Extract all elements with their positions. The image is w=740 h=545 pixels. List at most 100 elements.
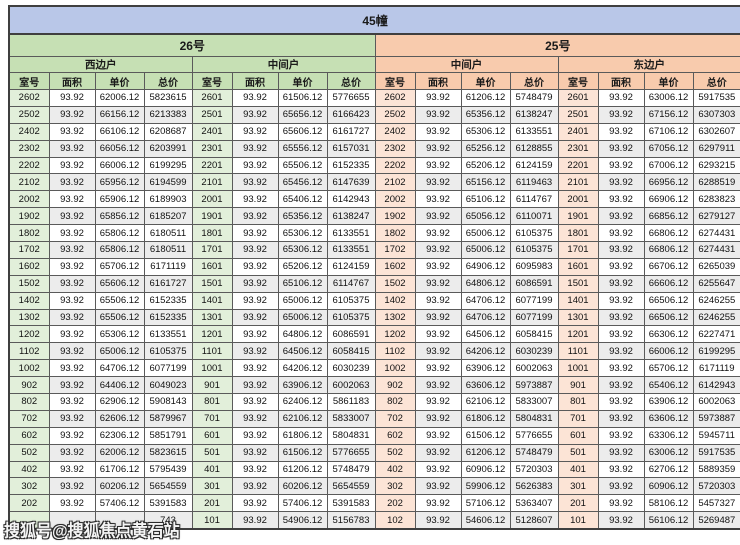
area-cell: 93.92 [231, 224, 279, 243]
unitprice-cell: 65806.12 [94, 224, 145, 243]
totalprice-cell: 6171119 [692, 359, 740, 378]
room-cell: 1301 [191, 308, 233, 327]
table-row: 1202 93.92 65306.12 6133551 1201 93.92 64806.1… [8, 325, 740, 344]
totalprice-cell: 6208687 [143, 122, 193, 141]
area-cell: 93.92 [597, 105, 645, 124]
area-cell: 93.92 [597, 443, 645, 462]
table-row: 302 93.92 60206.12 5654559 301 93.92 60206.12 5… [8, 477, 740, 496]
room-cell: 1502 [8, 274, 50, 293]
totalprice-cell: 6002063 [509, 359, 559, 378]
area-cell: 93.92 [597, 156, 645, 175]
unitprice-cell: 65006.12 [460, 224, 511, 243]
unitprice-cell: 61206.12 [277, 460, 328, 479]
totalprice-cell: 6114767 [509, 190, 559, 209]
totalprice-cell: 6002063 [326, 376, 376, 395]
room-cell: 502 [8, 443, 50, 462]
area-cell: 93.92 [231, 494, 279, 513]
area-cell: 93.92 [231, 173, 279, 192]
room-cell: 1702 [374, 241, 416, 259]
totalprice-cell: 6095983 [509, 257, 559, 276]
area-cell: 93.92 [414, 460, 462, 479]
room-cell: 1801 [191, 224, 233, 243]
table-row: 1502 93.92 65606.12 6161727 1501 93.92 65106.1… [8, 274, 740, 293]
room-cell: 1302 [8, 308, 50, 327]
totalprice-cell: 6142943 [692, 376, 740, 395]
area-cell: 93.92 [597, 308, 645, 327]
unitprice-cell: 65306.12 [460, 122, 511, 141]
room-cell: 502 [374, 443, 416, 462]
totalprice-cell: 6265039 [692, 257, 740, 276]
totalprice-cell: 6077199 [509, 308, 559, 327]
area-cell: 93.92 [414, 511, 462, 530]
area-cell: 93.92 [597, 511, 645, 530]
area-cell: 93.92 [414, 139, 462, 158]
col-unitprice: 单价 [460, 72, 511, 90]
unitprice-cell: 64806.12 [277, 325, 328, 344]
area-cell: 93.92 [597, 241, 645, 259]
room-cell: 101 [191, 511, 233, 530]
totalprice-cell: 6213383 [143, 105, 193, 124]
area-cell: 93.92 [414, 241, 462, 259]
room-cell: 1902 [374, 207, 416, 226]
totalprice-cell: 5269487 [692, 511, 740, 530]
area-cell: 93.92 [48, 477, 96, 496]
unitprice-cell: 54606.12 [460, 511, 511, 530]
price-table: 45幢 26号 25号 西边户 中间户 中间户 东边户 室号 面积 单价 总价 … [8, 5, 740, 531]
room-cell: 2201 [191, 156, 233, 175]
area-cell: 93.92 [597, 257, 645, 276]
totalprice-cell: 5879967 [143, 409, 193, 428]
room-cell: 401 [191, 460, 233, 479]
room-cell: 1302 [374, 308, 416, 327]
room-cell: 302 [374, 477, 416, 496]
totalprice-cell: 6002063 [692, 393, 740, 411]
unitprice-cell: 64906.12 [460, 257, 511, 276]
room-cell: 1501 [191, 274, 233, 293]
room-cell: 901 [557, 376, 599, 395]
room-cell: 1402 [374, 291, 416, 310]
col-unitprice: 单价 [643, 72, 694, 90]
area-cell: 93.92 [48, 460, 96, 479]
room-cell: 1402 [8, 291, 50, 310]
unitprice-cell: 66806.12 [643, 241, 694, 259]
totalprice-cell: 5776655 [326, 443, 376, 462]
col-room: 室号 [557, 72, 599, 90]
room-cell: 501 [191, 443, 233, 462]
unitprice-cell: 65356.12 [460, 105, 511, 124]
room-cell: 1102 [374, 342, 416, 361]
unitprice-cell: 57406.12 [94, 494, 145, 513]
totalprice-cell: 6138247 [509, 105, 559, 124]
col-area: 面积 [48, 72, 96, 90]
area-cell: 93.92 [414, 342, 462, 361]
area-cell: 93.92 [231, 190, 279, 209]
unitprice-cell: 64706.12 [94, 359, 145, 378]
area-cell: 93.92 [231, 122, 279, 141]
area-cell: 93.92 [48, 359, 96, 378]
area-cell: 93.92 [597, 122, 645, 141]
room-cell: 2202 [8, 156, 50, 175]
unitprice-cell: 65506.12 [277, 156, 328, 175]
room-cell: 2401 [191, 122, 233, 141]
area-cell: 93.92 [414, 376, 462, 395]
room-cell: 202 [374, 494, 416, 513]
totalprice-cell: 6246255 [692, 308, 740, 327]
building-25-header: 25号 [374, 33, 740, 57]
area-cell: 93.92 [597, 477, 645, 496]
area-cell: 93.92 [597, 460, 645, 479]
section-west-header: 西边户 [8, 56, 193, 73]
room-cell: 801 [557, 393, 599, 411]
unitprice-cell: 65106.12 [277, 274, 328, 293]
room-cell: 2501 [191, 105, 233, 124]
room-cell: 1001 [557, 359, 599, 378]
room-cell: 2302 [374, 139, 416, 158]
totalprice-cell: 5776655 [509, 426, 559, 445]
area-cell: 93.92 [231, 325, 279, 344]
area-cell: 93.92 [231, 105, 279, 124]
room-cell: 602 [8, 426, 50, 445]
totalprice-cell: 6203991 [143, 139, 193, 158]
table-row: 1102 93.92 65006.12 6105375 1101 93.92 64506.1… [8, 342, 740, 361]
room-cell: 201 [557, 494, 599, 513]
area-cell: 93.92 [414, 257, 462, 276]
totalprice-cell: 6279127 [692, 207, 740, 226]
totalprice-cell: 6147639 [326, 173, 376, 192]
totalprice-cell: 6133551 [143, 325, 193, 344]
